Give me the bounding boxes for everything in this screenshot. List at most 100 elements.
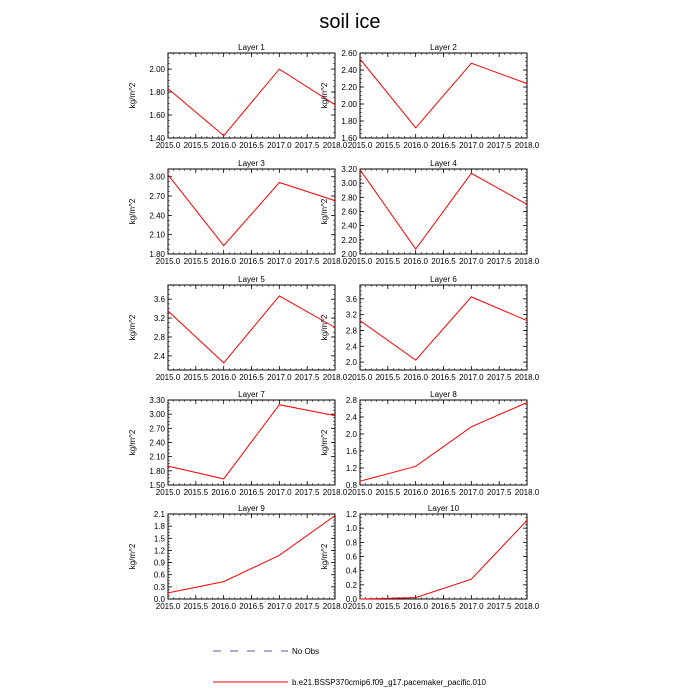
- x-tick-label: 2015.0: [156, 257, 181, 266]
- series-line: [167, 404, 336, 480]
- panel-title: Layer 2: [430, 43, 457, 52]
- x-tick-label: 2017.5: [487, 373, 512, 382]
- y-tick-label: 3.2: [154, 314, 166, 323]
- x-tick-label: 2016.5: [239, 141, 264, 150]
- x-tick-label: 2016.0: [211, 602, 236, 611]
- y-tick-label: 2.20: [341, 83, 357, 92]
- x-tick-label: 2016.5: [431, 373, 456, 382]
- y-tick-label: 2.60: [341, 208, 357, 217]
- x-tick-label: 2016.0: [403, 373, 428, 382]
- x-tick-label: 2015.5: [376, 257, 401, 266]
- y-tick-label: 0.9: [154, 559, 166, 568]
- x-tick-label: 2015.5: [376, 141, 401, 150]
- panel-title: Layer 1: [238, 43, 265, 52]
- series-line: [167, 295, 336, 364]
- y-tick-label: 2.60: [341, 49, 357, 58]
- series-line: [359, 520, 528, 600]
- y-tick-label: 0.0: [346, 595, 358, 604]
- x-tick-label: 2017.0: [459, 257, 484, 266]
- x-tick-label: 2018.0: [515, 373, 540, 382]
- x-tick-label: 2015.0: [348, 373, 373, 382]
- x-tick-label: 2017.5: [487, 141, 512, 150]
- y-tick-label: 1.80: [149, 88, 165, 97]
- series-line: [359, 402, 528, 482]
- y-tick-label: 2.1: [154, 510, 166, 519]
- y-tick-label: 3.00: [149, 410, 165, 419]
- y-tick-label: 2.00: [341, 100, 357, 109]
- x-tick-label: 2015.0: [348, 141, 373, 150]
- x-tick-label: 2018.0: [323, 141, 348, 150]
- y-tick-label: 0.4: [346, 567, 358, 576]
- y-tick-label: 2.0: [346, 358, 358, 367]
- x-tick-label: 2016.5: [431, 602, 456, 611]
- x-tick-label: 2018.0: [323, 602, 348, 611]
- x-tick-label: 2015.0: [156, 373, 181, 382]
- x-tick-label: 2017.0: [459, 373, 484, 382]
- y-axis-label: kg/m^2: [320, 314, 329, 340]
- x-tick-label: 2018.0: [323, 373, 348, 382]
- y-tick-label: 0.3: [154, 583, 166, 592]
- y-tick-label: 1.2: [154, 546, 166, 555]
- panel-title: Layer 3: [238, 159, 265, 168]
- y-tick-label: 2.4: [346, 413, 358, 422]
- series-line: [359, 58, 528, 129]
- y-tick-label: 2.10: [149, 231, 165, 240]
- x-tick-label: 2017.5: [295, 373, 320, 382]
- y-tick-label: 1.60: [149, 111, 165, 120]
- panel-title: Layer 5: [238, 275, 265, 284]
- x-tick-label: 2015.0: [156, 488, 181, 497]
- x-tick-label: 2017.0: [267, 602, 292, 611]
- y-tick-label: 1.50: [149, 481, 165, 490]
- y-tick-label: 2.8: [154, 333, 166, 342]
- x-tick-label: 2015.0: [156, 602, 181, 611]
- y-tick-label: 2.0: [346, 430, 358, 439]
- y-axis-label: kg/m^2: [320, 82, 329, 108]
- panel-title: Layer 4: [430, 159, 457, 168]
- y-tick-label: 2.00: [341, 250, 357, 259]
- y-tick-label: 2.8: [346, 396, 358, 405]
- panel-title: Layer 9: [238, 504, 265, 513]
- series-line: [167, 515, 336, 594]
- x-tick-label: 2016.0: [211, 488, 236, 497]
- x-tick-label: 2016.5: [239, 257, 264, 266]
- y-tick-label: 2.8: [346, 326, 358, 335]
- x-tick-label: 2016.0: [403, 141, 428, 150]
- x-tick-label: 2018.0: [515, 602, 540, 611]
- y-tick-label: 1.80: [149, 467, 165, 476]
- x-tick-label: 2018.0: [515, 141, 540, 150]
- y-tick-label: 1.0: [346, 524, 358, 533]
- x-tick-label: 2015.0: [348, 257, 373, 266]
- x-tick-label: 2017.0: [459, 488, 484, 497]
- x-tick-label: 2017.0: [459, 141, 484, 150]
- y-tick-label: 2.40: [341, 222, 357, 231]
- y-tick-label: 0.0: [154, 595, 166, 604]
- y-axis-label: kg/m^2: [128, 543, 137, 569]
- y-axis-label: kg/m^2: [320, 429, 329, 455]
- y-tick-label: 1.6: [346, 447, 358, 456]
- x-tick-label: 2017.5: [487, 602, 512, 611]
- x-tick-label: 2015.5: [376, 602, 401, 611]
- y-tick-label: 2.70: [149, 424, 165, 433]
- x-tick-label: 2016.0: [403, 257, 428, 266]
- y-tick-label: 2.40: [149, 211, 165, 220]
- series-line: [167, 68, 336, 137]
- y-tick-label: 3.00: [149, 173, 165, 182]
- x-tick-label: 2016.5: [239, 373, 264, 382]
- x-tick-label: 2015.0: [348, 488, 373, 497]
- x-tick-label: 2017.5: [295, 602, 320, 611]
- y-tick-label: 2.40: [149, 439, 165, 448]
- x-tick-label: 2016.5: [431, 488, 456, 497]
- y-tick-label: 2.4: [346, 342, 358, 351]
- y-tick-label: 3.00: [341, 179, 357, 188]
- y-axis-label: kg/m^2: [128, 314, 137, 340]
- y-tick-label: 2.4: [154, 352, 166, 361]
- y-tick-label: 0.6: [346, 553, 358, 562]
- y-axis-label: kg/m^2: [320, 198, 329, 224]
- y-tick-label: 0.6: [154, 571, 166, 580]
- y-tick-label: 1.40: [149, 134, 165, 143]
- y-tick-label: 1.2: [346, 464, 358, 473]
